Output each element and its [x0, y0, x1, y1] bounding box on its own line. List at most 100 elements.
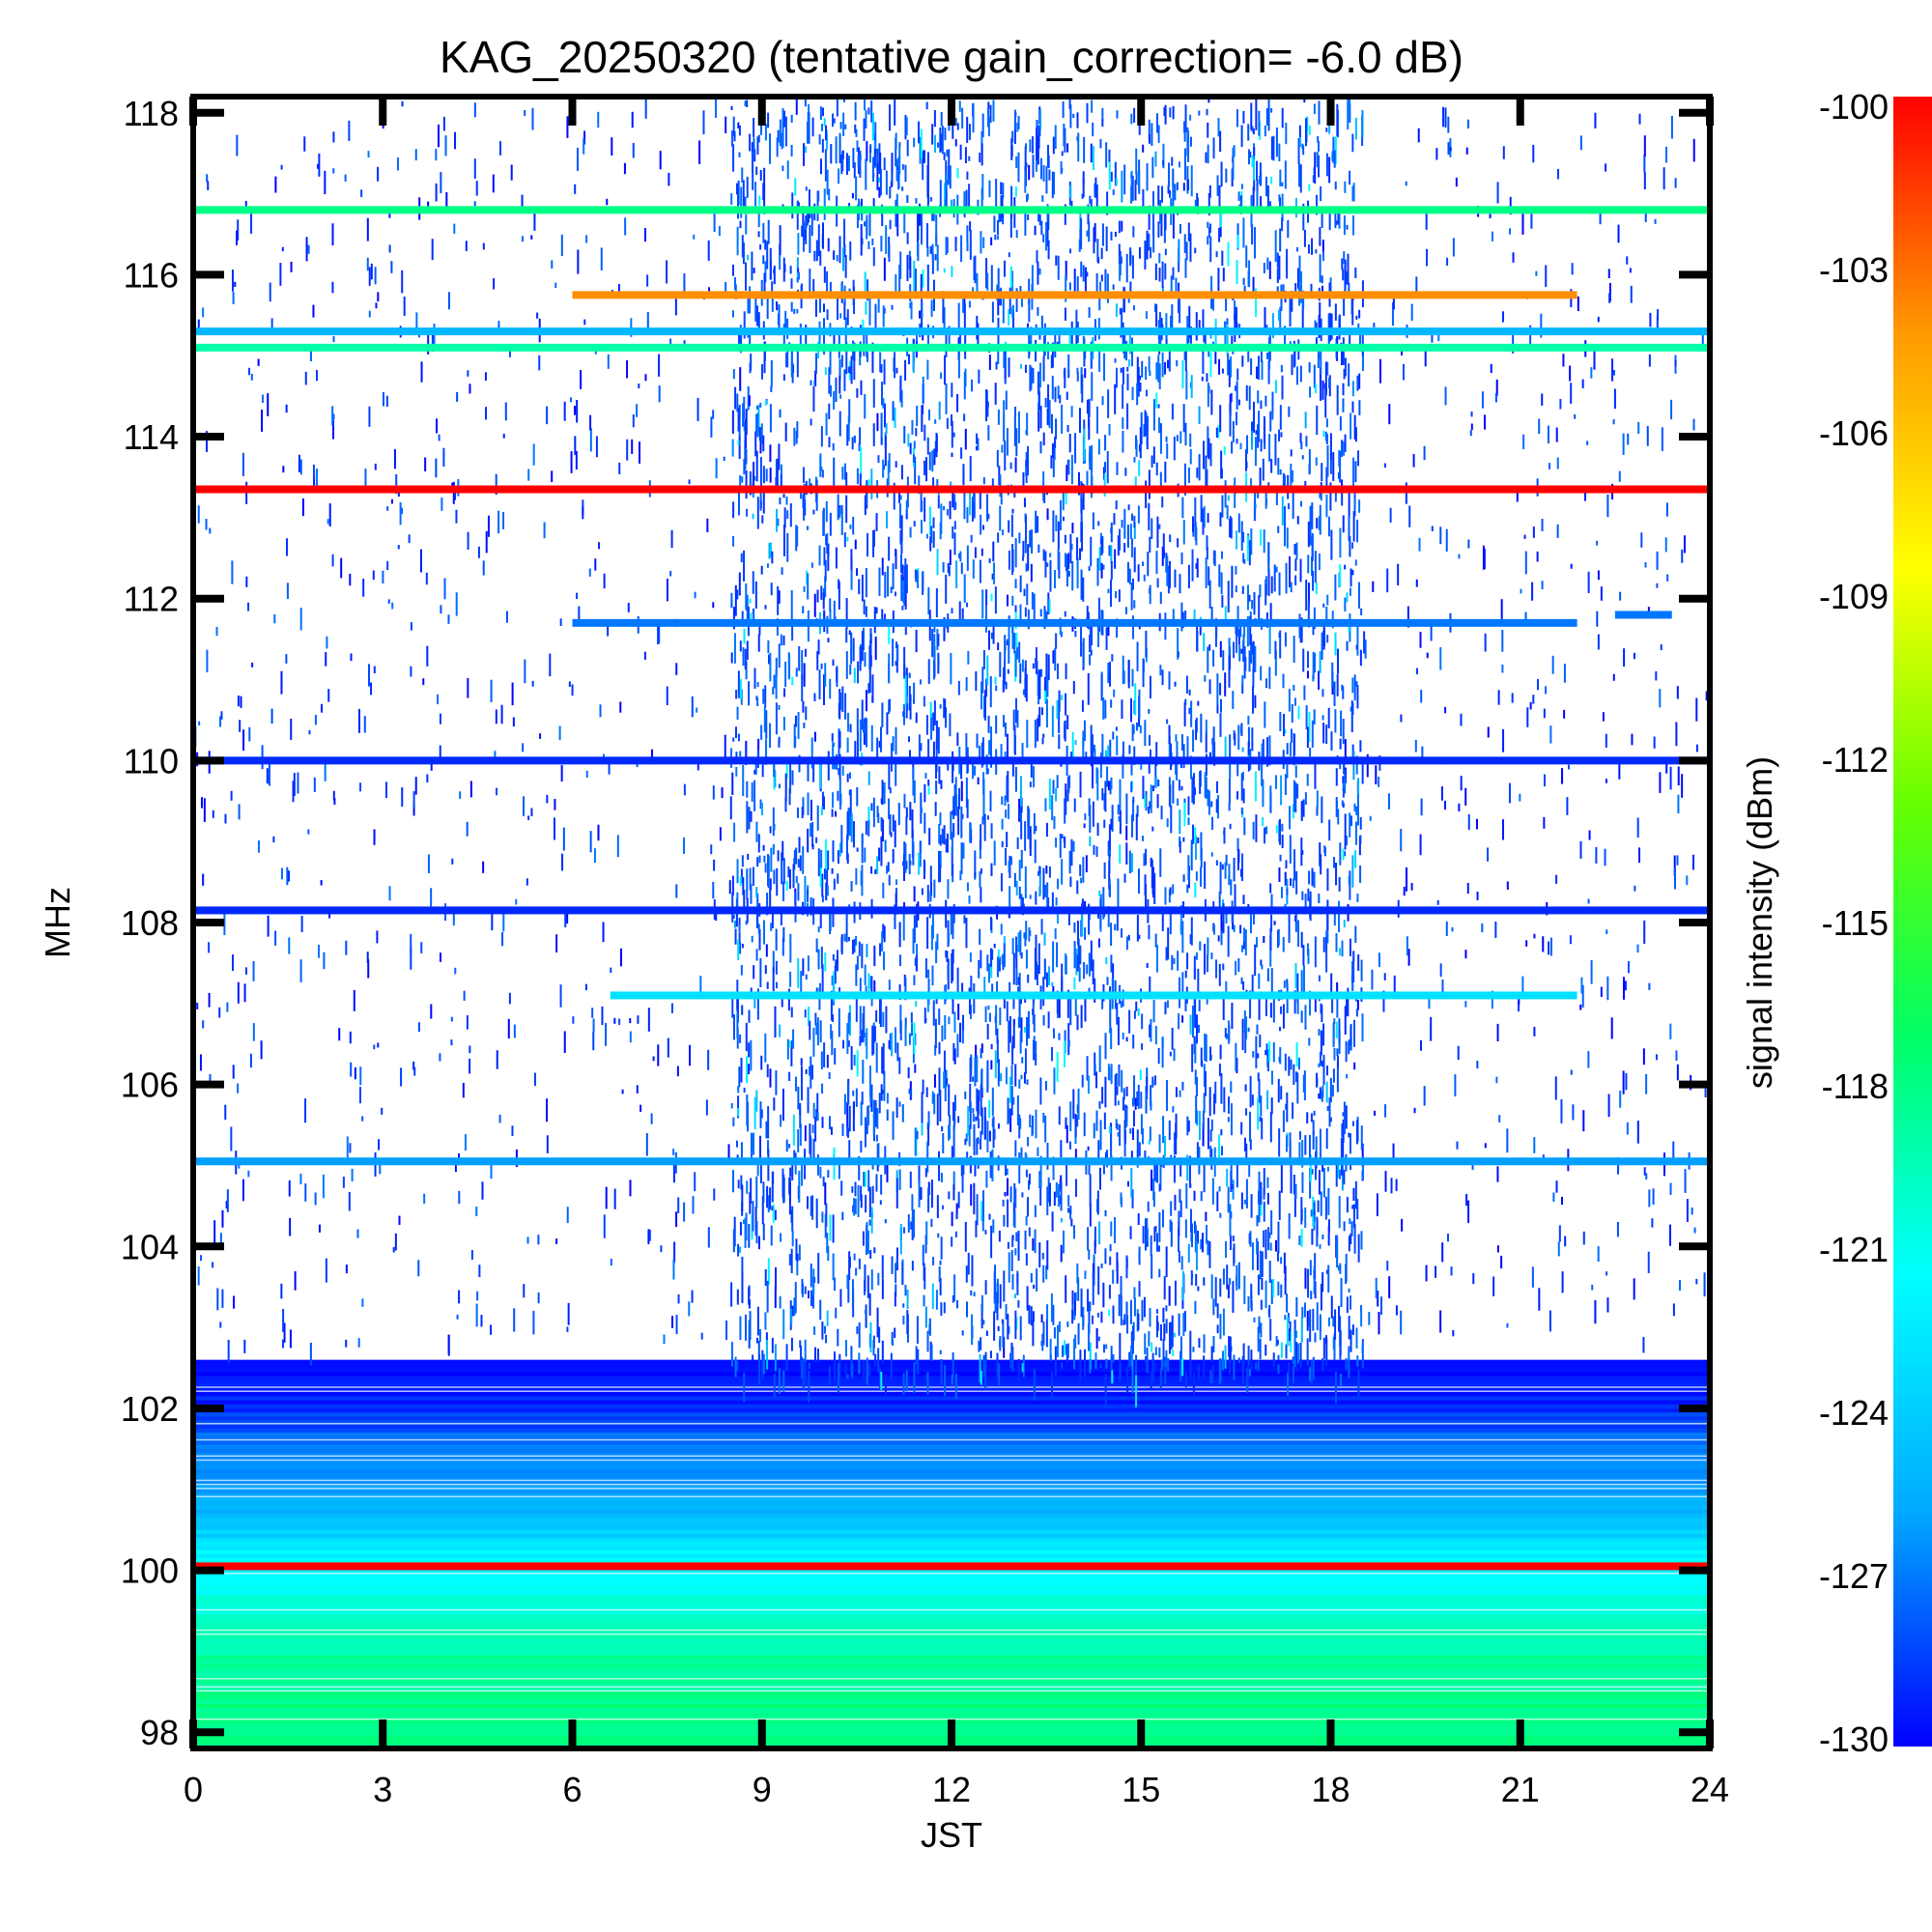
noise-speck: [712, 602, 715, 609]
noise-speck: [1420, 798, 1423, 816]
activity-mark: [980, 1337, 982, 1350]
noise-speck: [390, 498, 393, 504]
noise-speck: [1395, 1179, 1398, 1191]
noise-speck: [392, 1247, 395, 1253]
noise-speck: [769, 1068, 772, 1088]
noise-speck: [463, 990, 466, 1001]
noise-speck: [1104, 435, 1107, 451]
noise-speck: [1470, 423, 1473, 431]
noise-speck: [668, 172, 670, 186]
activity-mark: [752, 152, 754, 174]
activity-mark: [998, 466, 1001, 485]
noise-speck: [1278, 867, 1281, 882]
activity-mark: [735, 1140, 738, 1148]
noise-speck: [1364, 639, 1367, 659]
noise-speck: [1250, 358, 1253, 376]
activity-mark: [807, 1291, 810, 1299]
activity-mark: [1323, 383, 1326, 389]
activity-mark: [1076, 1263, 1079, 1284]
noise-speck: [636, 404, 639, 417]
noise-speck: [1179, 431, 1182, 444]
activity-mark: [812, 509, 815, 515]
activity-mark: [956, 123, 959, 130]
activity-mark: [1192, 824, 1195, 844]
activity-mark: [882, 305, 885, 327]
noise-speck: [469, 781, 472, 798]
noise-speck: [431, 332, 434, 352]
activity-mark: [1123, 1129, 1126, 1144]
activity-mark: [761, 764, 764, 778]
noise-speck: [497, 321, 500, 335]
activity-mark: [986, 1121, 989, 1152]
noise-speck: [495, 473, 497, 496]
activity-mark: [1131, 538, 1134, 545]
background-stripe: [193, 1481, 1710, 1487]
activity-mark: [1243, 1010, 1246, 1034]
noise-speck: [289, 1329, 292, 1349]
activity-mark: [1010, 185, 1013, 218]
noise-speck: [1415, 668, 1418, 675]
activity-mark: [825, 838, 828, 870]
noise-speck: [507, 1018, 510, 1039]
activity-mark: [732, 737, 735, 742]
activity-mark: [736, 859, 739, 884]
noise-speck: [247, 602, 250, 611]
activity-mark: [1040, 668, 1043, 677]
activity-mark: [1293, 543, 1296, 555]
activity-mark: [1292, 1102, 1294, 1120]
activity-mark: [807, 889, 810, 902]
activity-mark: [1159, 848, 1162, 877]
activity-mark: [1102, 887, 1105, 920]
activity-mark: [959, 551, 962, 562]
noise-speck: [658, 624, 661, 644]
activity-mark: [1008, 252, 1010, 258]
noise-speck: [1163, 106, 1166, 117]
noise-speck: [791, 1230, 794, 1247]
activity-mark: [1146, 1218, 1149, 1241]
background-stripe: [193, 1631, 1710, 1636]
noise-speck: [288, 870, 291, 882]
activity-mark: [947, 920, 950, 948]
activity-mark: [796, 807, 799, 818]
activity-mark: [1024, 146, 1027, 171]
activity-mark: [826, 1310, 829, 1326]
activity-mark: [1258, 411, 1261, 442]
activity-mark: [1191, 1006, 1194, 1038]
activity-mark: [1176, 758, 1179, 781]
noise-speck: [1487, 847, 1490, 862]
activity-mark: [802, 700, 805, 713]
noise-speck: [318, 153, 321, 177]
activity-mark: [1308, 711, 1311, 743]
activity-mark: [1084, 267, 1087, 297]
noise-speck: [501, 931, 504, 947]
activity-mark: [843, 218, 846, 247]
noise-speck: [1574, 413, 1577, 419]
noise-speck: [598, 542, 601, 550]
activity-mark: [1097, 626, 1100, 647]
noise-speck: [512, 717, 515, 727]
noise-speck: [224, 1104, 227, 1121]
activity-mark: [1282, 1004, 1285, 1029]
activity-mark: [851, 1363, 854, 1378]
activity-mark: [1051, 443, 1054, 458]
activity-mark: [1274, 640, 1277, 660]
activity-mark: [738, 1066, 741, 1088]
activity-mark: [767, 1140, 770, 1155]
noise-speck: [475, 1303, 478, 1327]
noise-speck: [1644, 211, 1647, 222]
activity-mark: [1041, 737, 1044, 745]
activity-mark: [887, 460, 890, 490]
noise-speck: [1595, 846, 1598, 864]
activity-mark: [1284, 160, 1287, 189]
activity-mark: [1051, 981, 1054, 987]
noise-speck: [408, 534, 411, 544]
activity-mark: [1269, 883, 1272, 894]
activity-mark: [981, 174, 984, 200]
activity-mark: [1180, 733, 1183, 752]
noise-speck: [427, 854, 430, 873]
noise-speck: [357, 708, 360, 733]
activity-mark: [892, 1111, 895, 1140]
noise-speck: [652, 1056, 655, 1062]
noise-speck: [1643, 920, 1646, 944]
activity-mark: [745, 262, 748, 291]
